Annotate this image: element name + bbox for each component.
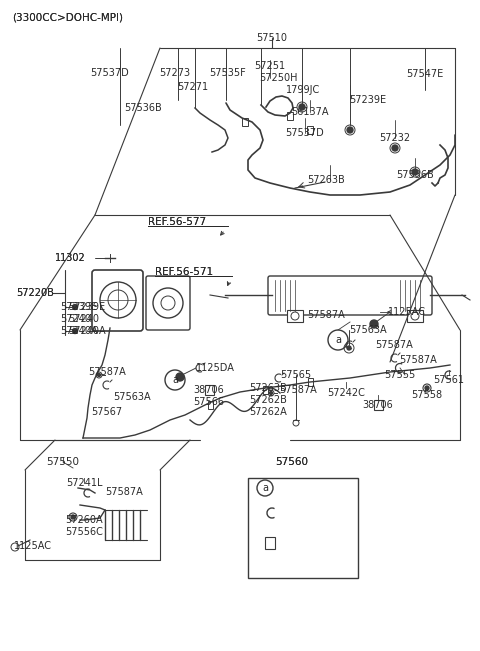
- Text: 57561: 57561: [433, 375, 465, 385]
- Text: 57587A: 57587A: [307, 310, 345, 320]
- Bar: [263, 386, 268, 394]
- Text: 57271: 57271: [178, 82, 209, 92]
- Text: 57563A: 57563A: [349, 325, 386, 335]
- Circle shape: [299, 104, 305, 110]
- FancyBboxPatch shape: [268, 276, 432, 315]
- Text: 57240: 57240: [60, 314, 91, 324]
- Text: 57263B: 57263B: [249, 383, 287, 393]
- Text: 1125AC: 1125AC: [388, 307, 426, 317]
- Circle shape: [347, 127, 353, 133]
- Text: 57262B: 57262B: [249, 395, 287, 405]
- Text: 57510: 57510: [256, 33, 288, 43]
- Circle shape: [425, 386, 429, 390]
- Text: 57535F: 57535F: [210, 68, 246, 78]
- Text: a: a: [262, 483, 268, 493]
- Text: 57241L: 57241L: [66, 478, 102, 488]
- Text: 57239E: 57239E: [60, 302, 97, 312]
- Bar: [287, 112, 293, 120]
- Text: 57587A: 57587A: [105, 487, 143, 497]
- Text: 57587A: 57587A: [279, 385, 317, 395]
- Circle shape: [392, 145, 398, 151]
- Circle shape: [176, 373, 184, 381]
- Text: 57242C: 57242C: [327, 388, 365, 398]
- Bar: [407, 310, 423, 322]
- Text: REF.56-577: REF.56-577: [148, 217, 206, 227]
- Text: a: a: [335, 335, 341, 345]
- Bar: [287, 310, 303, 322]
- Text: 57560: 57560: [276, 457, 309, 467]
- Text: 57536B: 57536B: [124, 103, 162, 113]
- Text: 57250H: 57250H: [259, 73, 297, 83]
- Text: 57239E: 57239E: [349, 95, 386, 105]
- Text: 57537D: 57537D: [91, 68, 130, 78]
- Text: 57262A: 57262A: [249, 407, 287, 417]
- Text: 57566: 57566: [193, 397, 225, 407]
- Text: REF.56-571: REF.56-571: [155, 267, 213, 277]
- Bar: [208, 401, 213, 409]
- Text: 57558: 57558: [411, 390, 443, 400]
- Bar: [307, 126, 313, 134]
- Circle shape: [72, 305, 77, 309]
- Bar: [248, 478, 358, 578]
- Bar: [265, 537, 275, 549]
- Text: 57555: 57555: [384, 370, 416, 380]
- Text: 38706: 38706: [362, 400, 394, 410]
- Circle shape: [347, 346, 351, 350]
- Circle shape: [370, 320, 378, 328]
- Text: (3300CC>DOHC-MPI): (3300CC>DOHC-MPI): [12, 13, 123, 23]
- Text: 57273: 57273: [159, 68, 191, 78]
- Text: 57587A: 57587A: [399, 355, 437, 365]
- Text: a: a: [172, 375, 178, 385]
- Text: 57563A: 57563A: [113, 392, 151, 402]
- Text: 57547E: 57547E: [407, 69, 444, 79]
- Text: 57556C: 57556C: [65, 527, 103, 537]
- Circle shape: [97, 374, 100, 376]
- Text: 38706: 38706: [193, 385, 224, 395]
- Circle shape: [412, 169, 418, 175]
- Text: 57263B: 57263B: [307, 175, 345, 185]
- Text: 57560: 57560: [276, 457, 309, 467]
- Text: REF.56-577: REF.56-577: [148, 217, 206, 227]
- Circle shape: [72, 329, 77, 333]
- Text: 11302: 11302: [55, 253, 85, 263]
- Text: 57550: 57550: [47, 457, 80, 467]
- Text: (3300CC>DOHC-MPI): (3300CC>DOHC-MPI): [12, 13, 123, 23]
- Text: 57537D: 57537D: [286, 128, 324, 138]
- Text: 25314: 25314: [310, 530, 341, 540]
- Text: 57251: 57251: [254, 61, 286, 71]
- FancyBboxPatch shape: [92, 270, 143, 331]
- Text: 1125AC: 1125AC: [14, 541, 52, 551]
- Text: 57240A: 57240A: [68, 326, 106, 336]
- Text: 57239E: 57239E: [68, 302, 105, 312]
- Text: 57232: 57232: [379, 133, 410, 143]
- Text: 1125DA: 1125DA: [196, 363, 235, 373]
- Text: 57565: 57565: [280, 370, 312, 380]
- Bar: [308, 378, 313, 386]
- Text: 11302: 11302: [55, 253, 85, 263]
- Text: 57587A: 57587A: [375, 340, 413, 350]
- Text: 57567: 57567: [91, 407, 122, 417]
- Text: 1799JC: 1799JC: [286, 85, 320, 95]
- Bar: [205, 385, 214, 395]
- Text: 56137A: 56137A: [291, 107, 329, 117]
- Text: REF.56-571: REF.56-571: [155, 267, 213, 277]
- Circle shape: [269, 391, 273, 395]
- Text: 57555D: 57555D: [310, 554, 349, 564]
- Bar: [374, 400, 383, 410]
- Text: 57220B: 57220B: [16, 288, 54, 298]
- Text: 57240: 57240: [68, 314, 99, 324]
- Text: 57536B: 57536B: [396, 170, 434, 180]
- Text: 38706: 38706: [310, 542, 341, 552]
- Circle shape: [71, 515, 75, 519]
- Text: 57240A: 57240A: [60, 326, 97, 336]
- FancyBboxPatch shape: [146, 276, 190, 330]
- Bar: [242, 118, 248, 126]
- Text: 57260A: 57260A: [65, 515, 103, 525]
- Text: 57587A: 57587A: [88, 367, 126, 377]
- Text: 57220B: 57220B: [16, 288, 54, 298]
- Text: 57242R: 57242R: [310, 505, 348, 515]
